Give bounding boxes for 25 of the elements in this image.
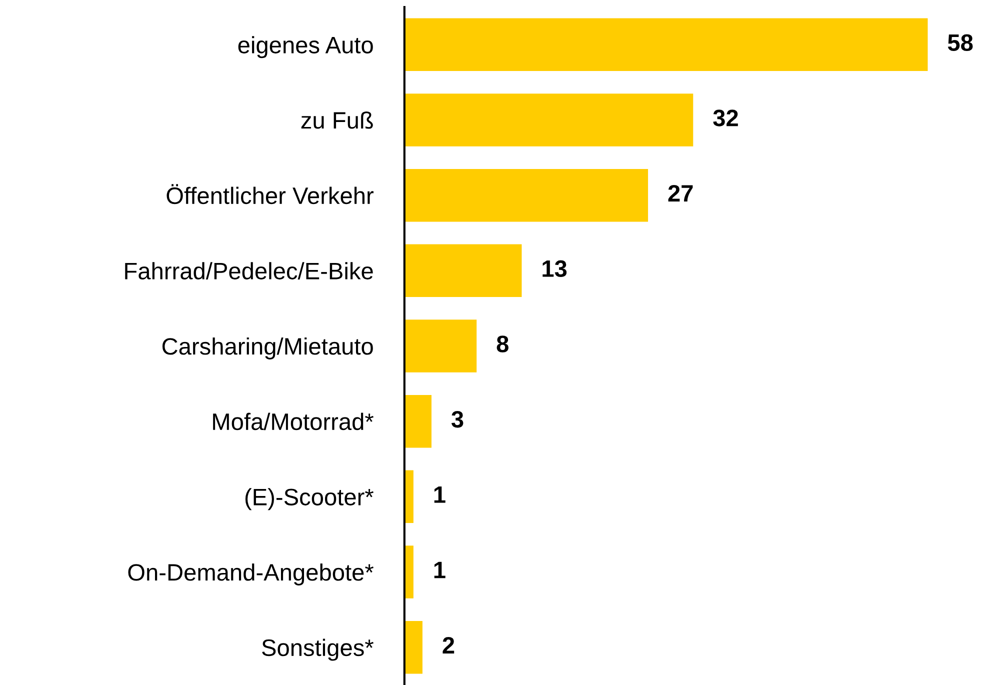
bar — [404, 168, 648, 222]
data-label: 1 — [434, 486, 446, 503]
bar — [404, 244, 522, 298]
y-tick-label: Mofa/Motorrad* — [213, 412, 374, 430]
y-tick-label: On-Demand-Angebote* — [128, 563, 374, 586]
y-tick-label: eigenes Auto — [238, 36, 373, 58]
data-label: 27 — [668, 184, 693, 202]
bar — [404, 394, 432, 448]
data-label: 8 — [496, 336, 508, 352]
bar — [404, 94, 694, 146]
bar — [404, 620, 422, 674]
y-tick-label: Fahrrad/Pedelec/E-Bike — [125, 262, 373, 280]
data-label: 58 — [948, 34, 973, 52]
y-tick-label: Sonstiges* — [262, 638, 374, 661]
bar — [404, 320, 477, 372]
data-label: 1 — [434, 562, 446, 578]
data-label: 32 — [713, 110, 738, 126]
bar — [404, 18, 928, 72]
y-tick-label: Öffentlicher Verkehr — [166, 184, 374, 204]
y-tick-label: (E)-Scooter* — [245, 488, 374, 510]
y-tick-label: zu Fuß — [301, 111, 373, 129]
data-label: 13 — [542, 260, 567, 278]
data-label: 3 — [451, 410, 464, 428]
data-label: 2 — [442, 636, 454, 654]
y-tick-label: Carsharing/Mietauto — [162, 337, 373, 360]
